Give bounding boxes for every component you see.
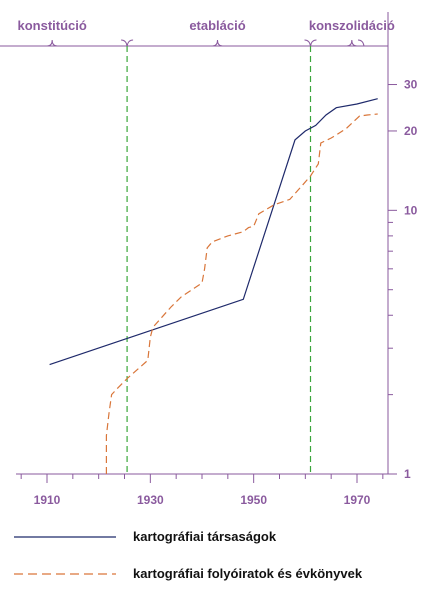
y-tick-label: 10 [404,203,418,217]
y-tick-label: 30 [404,78,418,92]
y-tick-label: 1 [404,467,411,481]
phase-brace-center [47,39,58,47]
legend-label-societies: kartográfiai társaságok [133,529,277,544]
phase-brace-divider [304,39,317,47]
y-tick-label: 20 [404,124,418,138]
phase-brace-center [346,39,357,47]
phase-brace-end [357,39,365,47]
phase-brace-divider [121,39,134,47]
x-tick-label: 1930 [137,493,164,507]
legend-label-journals: kartográfiai folyóiratok és évkönyvek [133,566,363,581]
phase-brace-center [212,39,223,47]
legend: kartográfiai társaságok kartográfiai fol… [14,529,363,581]
x-tick-label: 1950 [240,493,267,507]
x-tick-label: 1910 [34,493,61,507]
phase-label: etabláció [189,18,245,33]
x-tick-label: 1970 [344,493,371,507]
phase-label: konstitúció [17,18,86,33]
phase-band-layer: konstitúció etabláció konszolidáció [0,18,395,474]
series-layer [49,98,378,474]
series-line-journals [105,113,378,474]
chart-axes-layer: 1910 1930 1950 1970 1 10 20 30 [16,12,418,507]
phase-label: konszolidáció [309,18,395,33]
series-line-societies [49,98,378,366]
